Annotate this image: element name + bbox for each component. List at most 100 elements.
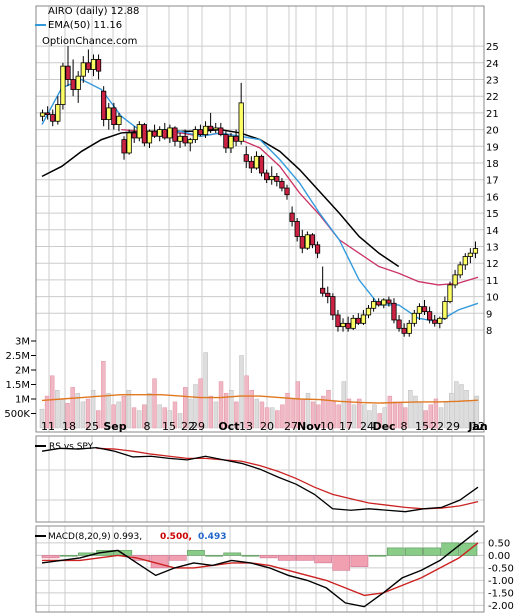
macd-tick-label: 0.00 [488,551,510,562]
macd-panel-label: MACD(8,20,9) 0.993, [48,532,142,542]
candle-body [233,135,239,142]
price-tick-label: 23 [486,76,499,87]
volume-bar [474,395,480,429]
candle-body [437,317,443,324]
price-tick-label: 20 [486,126,499,137]
macd-tick-label: -2.00 [488,601,514,612]
volume-bar [49,375,55,429]
volume-bar [177,413,183,429]
candle-body [50,114,56,122]
volume-bar [433,398,439,429]
volume-bar [367,410,372,429]
volume-bar [90,390,96,429]
x-tick-label: 24 [360,420,374,433]
candle-body [146,130,153,144]
macd-histogram-bar [386,547,405,556]
candle-body [472,248,479,254]
candle-body [289,212,295,222]
macd-histogram-bar [187,550,205,556]
price-tick-label: 10 [486,293,499,304]
candle-body [45,112,51,115]
candle-body [447,284,453,303]
volume-bar [167,410,173,429]
macd-histogram-bar [259,555,278,559]
volume-bar [131,407,137,429]
volume-bar [372,404,377,429]
x-tick-label: Oct [218,420,239,433]
candle-body [299,236,305,249]
candle-body [218,127,224,136]
volume-bar [377,413,382,429]
volume-bar [136,410,142,429]
volume-bar [403,407,408,429]
x-tick-label: 12 [471,420,485,433]
volume-bar [75,392,80,429]
price-tick-label: 22 [486,92,499,103]
ema-fast-line [41,78,479,323]
candle-body [121,139,127,154]
volume-bar [280,404,285,429]
volume-bar [428,404,434,429]
candle-body [457,264,463,276]
candle-body [381,299,387,306]
volume-bar [162,407,167,429]
candle-body [320,287,326,294]
candle-body [131,132,137,139]
candle-body [248,160,254,169]
candle-body [111,107,117,125]
candle-body [365,307,372,316]
macd-tick-label: -1.50 [488,588,514,599]
price-tick-label: 15 [486,209,499,220]
panel-frame [35,5,485,433]
volume-bar [70,387,75,429]
volume-bar [249,390,254,429]
volume-bar [316,404,321,429]
volume-bar [147,392,152,429]
volume-bar [413,395,418,429]
candle-body [65,65,71,80]
candle-body [253,155,260,169]
volume-tick-label: 1M [15,395,30,406]
candle-body [462,256,468,266]
volume-tick-label: 500K [4,409,30,420]
x-tick-label: 15 [162,420,176,433]
candle-body [386,299,392,304]
volume-bar [39,408,45,429]
candle-body [223,134,229,149]
volume-bar [157,404,162,429]
volume-bar [244,375,249,429]
macd-histogram-bar [41,555,60,559]
x-tick-label: 8 [401,420,408,433]
x-tick-label: 29 [446,420,460,433]
volume-bar [126,390,132,429]
candle-body [442,301,448,319]
macd-histogram-bar [314,555,332,564]
volume-bar [183,387,188,429]
volume-bar [326,390,331,429]
macd-tick-label: -1.00 [488,576,514,587]
panel-frame [35,435,485,523]
candle-body [90,59,97,70]
x-tick-label: 8 [144,420,151,433]
candle-body [314,244,321,254]
candle-body [197,129,204,136]
candle-body [325,292,331,298]
volume-bar [234,401,239,429]
candle-body [75,75,81,90]
x-tick-label: Sep [103,420,126,433]
volume-average-line [41,393,479,404]
candle-body [55,104,61,122]
macd-histogram-bar [350,555,369,567]
volume-bar [111,404,116,429]
volume-bar [285,392,290,429]
volume-bar [295,381,300,429]
candle-body [269,175,275,181]
candle-body [106,107,112,120]
ema-legend-label: EMA(50) 11.16 [48,20,122,31]
volume-bar [356,398,362,429]
price-tick-label: 25 [486,42,499,53]
volume-bar [269,407,275,429]
x-tick-label: Dec [372,420,395,433]
candle-body [157,129,163,137]
